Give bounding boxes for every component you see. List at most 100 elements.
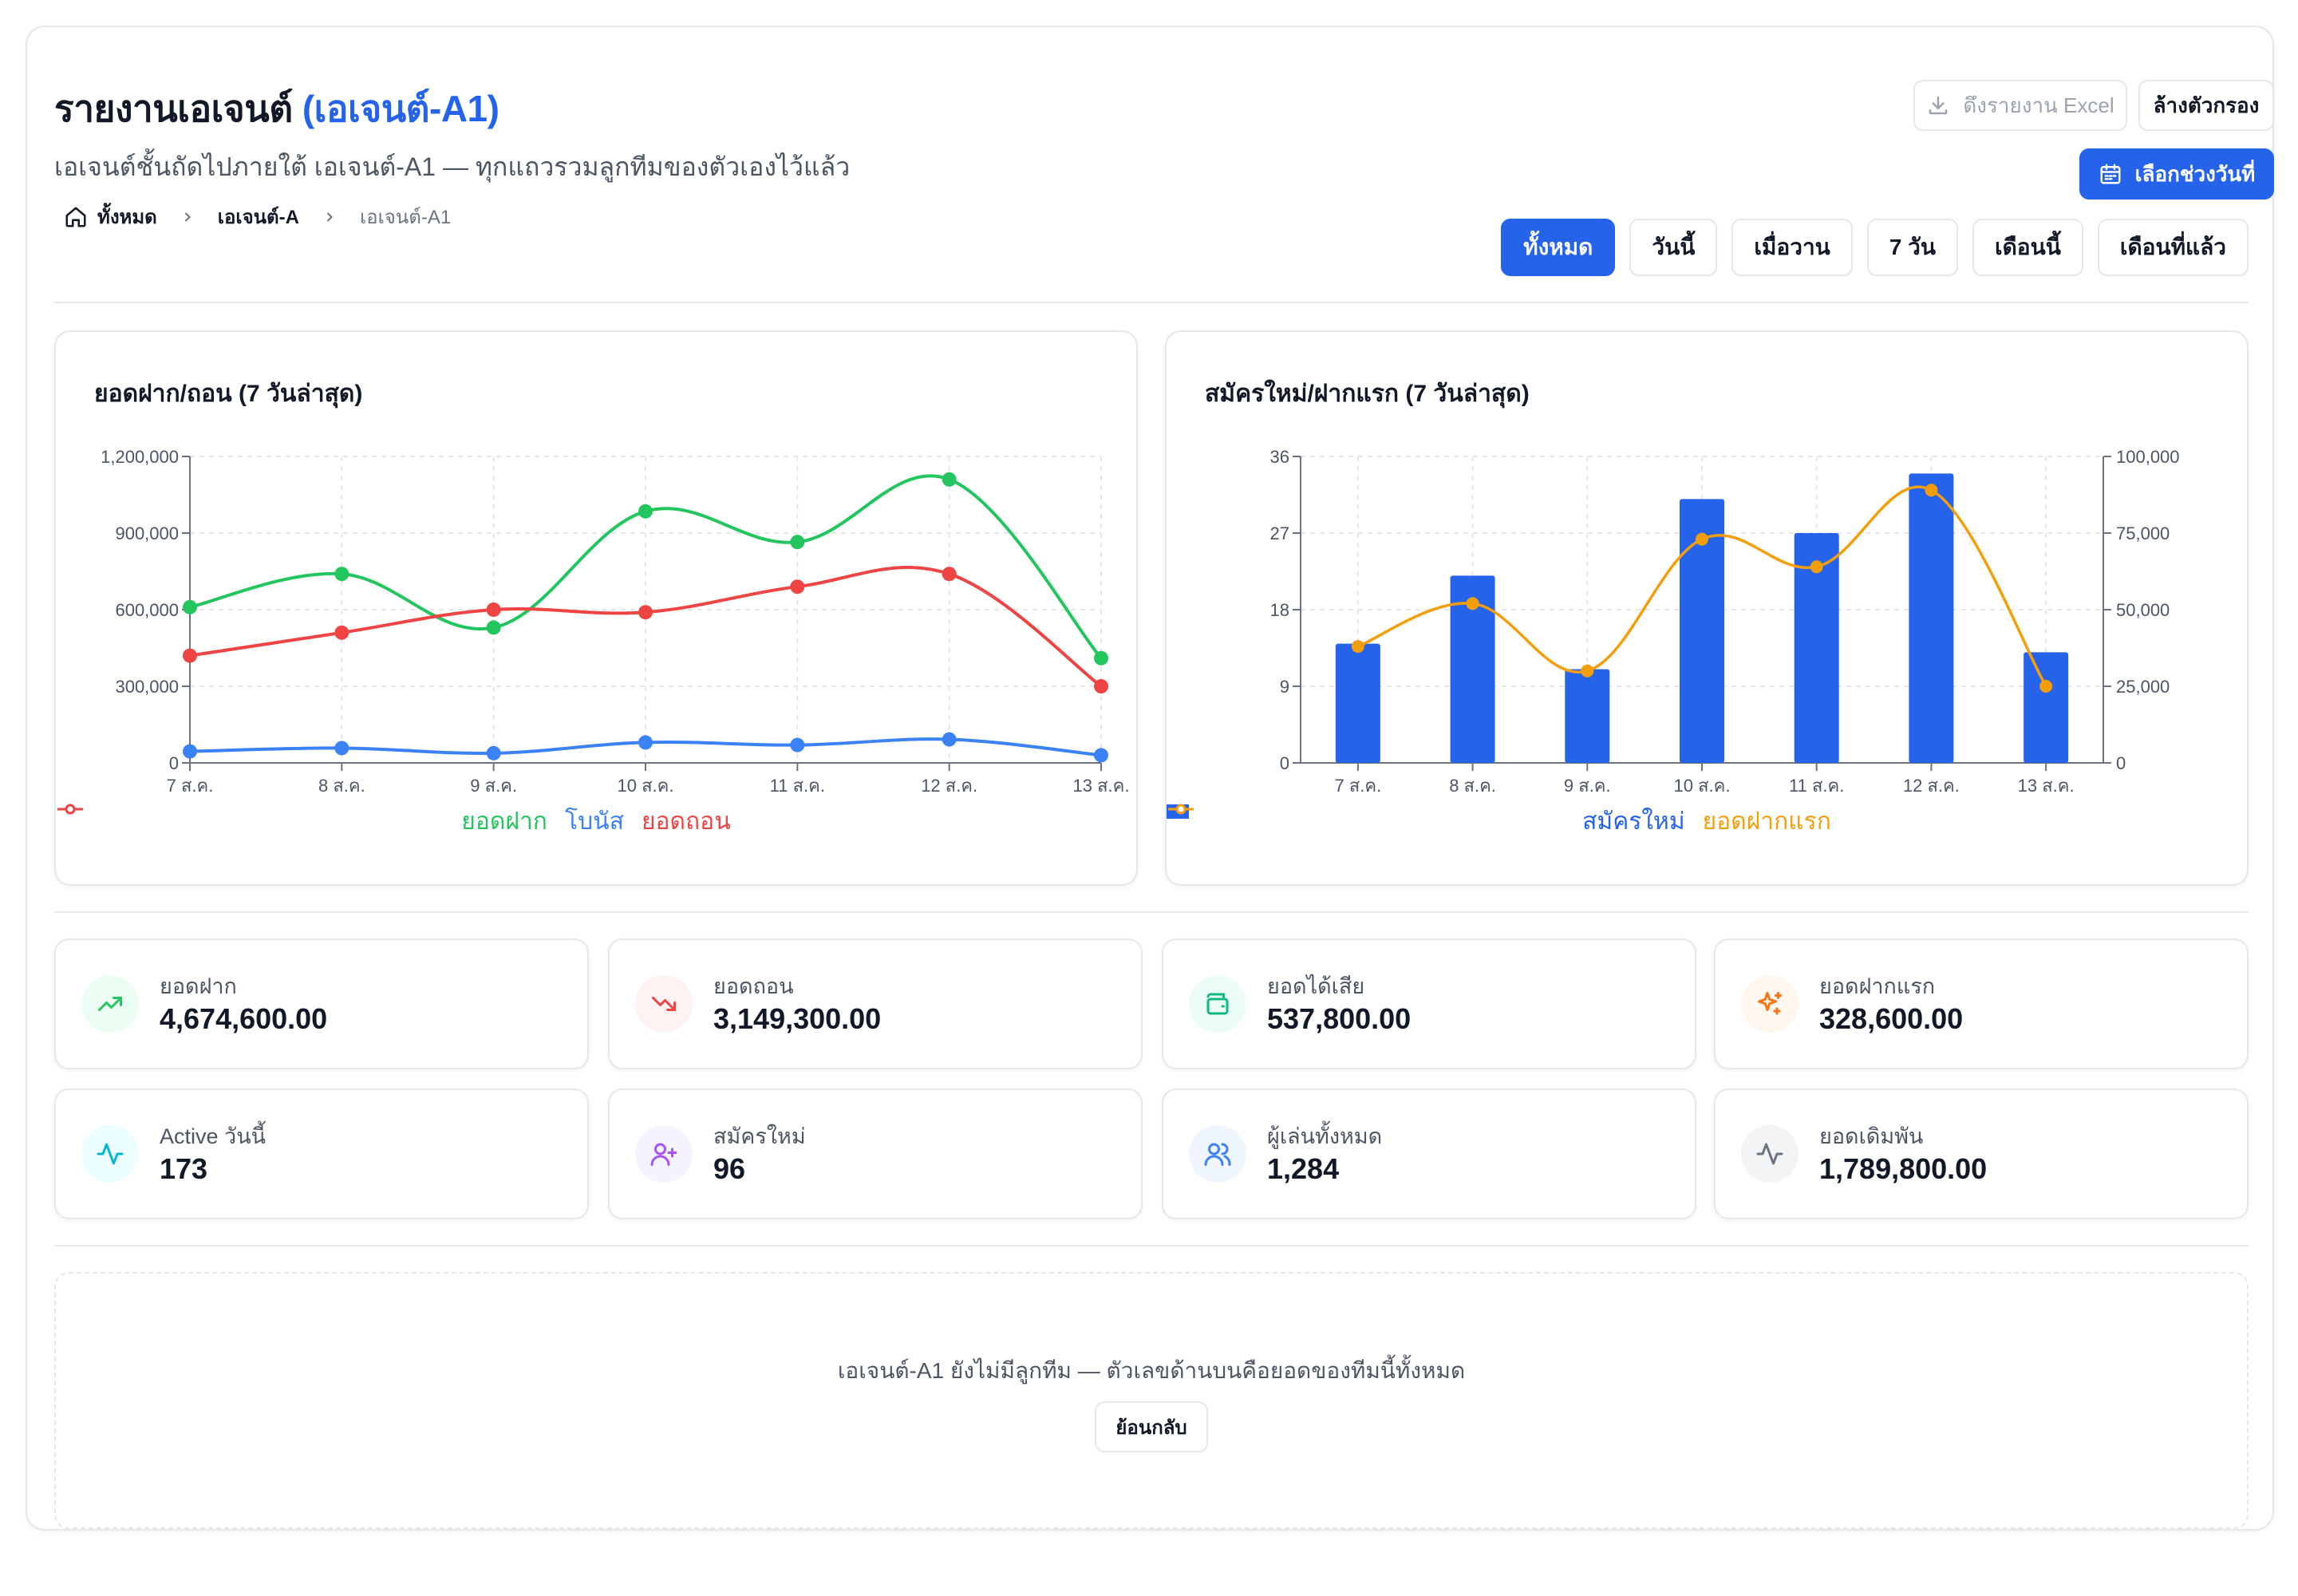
x-tick-label: 10 ส.ค. bbox=[1674, 776, 1731, 796]
data-point bbox=[942, 472, 957, 487]
y2-tick-label: 25,000 bbox=[2116, 677, 2170, 697]
y-tick-label: 18 bbox=[1270, 600, 1289, 620]
data-point bbox=[334, 567, 349, 582]
divider bbox=[54, 1245, 2249, 1246]
page-title: รายงานเอเจนต์ (เอเจนต์-A1) bbox=[54, 80, 499, 138]
bar bbox=[1335, 643, 1380, 763]
x-tick-label: 11 ส.ค. bbox=[1789, 776, 1844, 796]
stat-card-first-deposit: ยอดฝากแรก 328,600.00 bbox=[1714, 938, 2249, 1069]
breadcrumb: ทั้งหมด เอเจนต์-A เอเจนต์-A1 bbox=[64, 201, 451, 232]
y-tick-label: 300,000 bbox=[115, 677, 179, 697]
y-tick-label: 600,000 bbox=[115, 600, 179, 620]
tab-today[interactable]: วันนี้ bbox=[1629, 219, 1718, 276]
stat-value: 4,674,600.00 bbox=[160, 1002, 328, 1035]
stat-card-new-signup: สมัครใหม่ 96 bbox=[608, 1088, 1143, 1219]
stat-value: 96 bbox=[713, 1152, 746, 1185]
export-excel-button[interactable]: ดึงรายงาน Excel bbox=[1913, 80, 2127, 131]
pulse-icon bbox=[1741, 1125, 1799, 1183]
data-point bbox=[2039, 680, 2053, 693]
x-tick-label: 10 ส.ค. bbox=[618, 776, 674, 796]
bar bbox=[1565, 669, 1610, 763]
y-tick-label: 1,200,000 bbox=[101, 447, 179, 467]
users-icon bbox=[1189, 1125, 1246, 1183]
y-tick-label: 0 bbox=[1280, 753, 1289, 773]
download-icon bbox=[1926, 93, 1950, 117]
chart-title: ยอดฝาก/ถอน (7 วันล่าสุด) bbox=[94, 381, 363, 407]
data-point bbox=[1351, 640, 1364, 654]
stat-value: 3,149,300.00 bbox=[713, 1002, 882, 1035]
x-tick-label: 11 ส.ค. bbox=[770, 776, 825, 796]
tab-this-month[interactable]: เดือนนี้ bbox=[1972, 219, 2083, 276]
bar bbox=[2024, 652, 2069, 763]
data-point bbox=[334, 625, 349, 640]
stat-label: ผู้เล่นทั้งหมด bbox=[1267, 1124, 1383, 1148]
chevron-right-icon bbox=[180, 209, 195, 225]
stat-label: Active วันนี้ bbox=[160, 1124, 267, 1148]
data-point bbox=[1094, 748, 1108, 763]
x-tick-label: 8 ส.ค. bbox=[318, 776, 365, 796]
data-point bbox=[1581, 664, 1594, 678]
date-range-label: เลือกช่วงวันที่ bbox=[2134, 161, 2256, 186]
home-icon[interactable] bbox=[64, 205, 88, 229]
clear-filter-button[interactable]: ล้างตัวกรอง bbox=[2138, 80, 2274, 131]
data-point bbox=[942, 732, 957, 747]
back-button[interactable]: ย้อนกลับ bbox=[1095, 1401, 1208, 1452]
tab-last-month[interactable]: เดือนที่แล้ว bbox=[2097, 219, 2249, 276]
legend-item-new-signup[interactable]: สมัครใหม่ bbox=[1167, 803, 1685, 840]
data-point bbox=[1810, 560, 1823, 574]
page-subtitle: เอเจนต์ชั้นถัดไปภายใต้ เอเจนต์-A1 — ทุกแ… bbox=[54, 152, 851, 181]
divider bbox=[54, 911, 2249, 913]
export-excel-label: ดึงรายงาน Excel bbox=[1963, 93, 2114, 117]
legend-label: ยอดฝากแรก bbox=[1702, 808, 1831, 835]
stat-label: ยอดได้เสีย bbox=[1267, 974, 1365, 998]
legend-label: สมัครใหม่ bbox=[1582, 808, 1685, 835]
stat-label: ยอดเดิมพัน bbox=[1819, 1124, 1924, 1148]
stat-card-total-players: ผู้เล่นทั้งหมด 1,284 bbox=[1162, 1088, 1696, 1219]
tab-yesterday[interactable]: เมื่อวาน bbox=[1731, 219, 1853, 276]
data-point bbox=[486, 620, 501, 635]
legend-label: ยอดถอน bbox=[641, 808, 731, 835]
chart-legend: ยอดฝาก โบนัส ยอดถอน bbox=[56, 803, 1136, 840]
legend-item-bonus[interactable]: โบนัส bbox=[57, 803, 624, 840]
sparkles-icon bbox=[1741, 975, 1799, 1033]
legend-item-deposit[interactable]: ยอดฝาก bbox=[57, 803, 547, 840]
date-range-button[interactable]: เลือกช่วงวันที่ bbox=[2079, 148, 2274, 200]
x-tick-label: 7 ส.ค. bbox=[1334, 776, 1381, 796]
deposit-withdraw-chart: 0 300,000 600,000 900,000 1,200,000 7 ส.ค. 8 ส… bbox=[101, 447, 1130, 796]
x-tick-label: 13 ส.ค. bbox=[2018, 776, 2075, 796]
tab-7-days[interactable]: 7 วัน bbox=[1866, 219, 1959, 276]
legend-item-withdraw[interactable]: ยอดถอน bbox=[57, 803, 731, 840]
data-point bbox=[486, 745, 501, 760]
x-tick-label: 13 ส.ค. bbox=[1073, 776, 1130, 796]
empty-state-message: เอเจนต์-A1 ยังไม่มีลูกทีม — ตัวเลขด้านบน… bbox=[837, 1358, 1466, 1383]
signup-first-deposit-chart: 0 9 18 27 36 0 25,000 50,000 75,000 100,000 7 ส.ค.… bbox=[1270, 447, 2180, 796]
x-tick-label: 9 ส.ค. bbox=[1564, 776, 1611, 796]
data-point bbox=[1094, 650, 1108, 666]
x-tick-label: 9 ส.ค. bbox=[470, 776, 517, 796]
data-point bbox=[183, 599, 197, 614]
page-title-agent: (เอเจนต์-A1) bbox=[302, 88, 499, 129]
stat-card-win-loss: ยอดได้เสีย 537,800.00 bbox=[1162, 938, 1696, 1069]
data-point bbox=[183, 648, 197, 663]
stat-value: 1,284 bbox=[1267, 1152, 1340, 1185]
data-point bbox=[1466, 597, 1479, 610]
legend-label: โบนัส bbox=[564, 808, 624, 835]
data-point bbox=[1925, 484, 1938, 497]
breadcrumb-agent-a[interactable]: เอเจนต์-A bbox=[217, 207, 299, 228]
stat-value: 173 bbox=[160, 1152, 208, 1185]
y-tick-label: 27 bbox=[1270, 523, 1289, 543]
legend-item-first-deposit[interactable]: ยอดฝากแรก bbox=[1168, 803, 1831, 840]
data-point bbox=[790, 579, 805, 595]
chevron-right-icon bbox=[322, 209, 338, 225]
data-point bbox=[638, 504, 653, 519]
signup-first-deposit-chart-card: สมัครใหม่/ฝากแรก (7 วันล่าสุด) 0 9 18 27 36 0… bbox=[1165, 330, 2249, 886]
data-point bbox=[183, 744, 197, 759]
breadcrumb-all[interactable]: ทั้งหมด bbox=[97, 207, 157, 228]
data-point bbox=[1696, 532, 1708, 546]
user-plus-icon bbox=[635, 1125, 693, 1183]
stat-card-total-bet: ยอดเดิมพัน 1,789,800.00 bbox=[1714, 1088, 2249, 1219]
tab-all[interactable]: ทั้งหมด bbox=[1501, 219, 1616, 276]
bar bbox=[1794, 533, 1839, 763]
data-point bbox=[942, 567, 957, 582]
data-point bbox=[790, 535, 805, 550]
